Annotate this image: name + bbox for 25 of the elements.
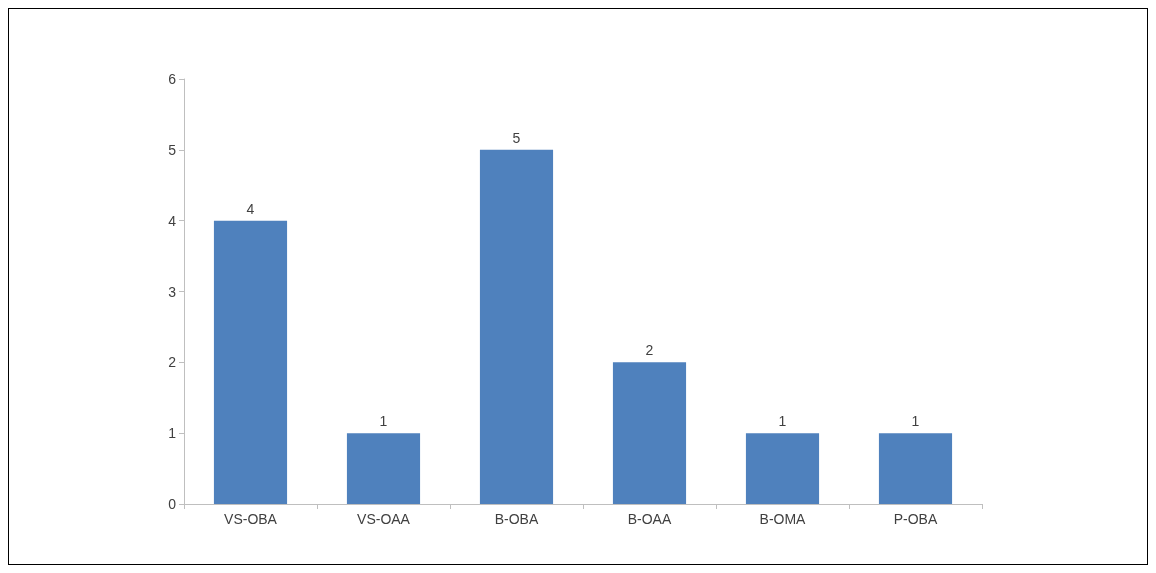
bar <box>479 149 554 504</box>
bar <box>745 433 820 504</box>
data-label: 1 <box>911 413 920 430</box>
bar <box>213 220 288 504</box>
y-tick-label: 6 <box>168 71 177 87</box>
bar <box>612 362 687 504</box>
y-tick-label: 3 <box>168 283 177 300</box>
data-label: 2 <box>645 342 654 359</box>
y-tick-label: 2 <box>168 354 177 371</box>
x-tick-label: P-OBA <box>893 511 938 527</box>
y-tick-label: 5 <box>168 141 177 158</box>
x-tick-label: B-OMA <box>759 511 807 527</box>
x-tick-label: B-OBA <box>494 511 539 527</box>
x-tick-label: B-OAA <box>627 511 672 527</box>
bar <box>346 433 421 504</box>
y-tick-label: 0 <box>168 496 177 512</box>
data-label: 1 <box>379 413 388 430</box>
bar <box>878 433 953 504</box>
data-label: 1 <box>778 413 787 430</box>
data-label: 4 <box>246 200 255 217</box>
x-tick-label: VS-OAA <box>357 511 411 527</box>
data-label: 5 <box>512 129 521 146</box>
y-tick-label: 4 <box>168 212 177 229</box>
y-tick-label: 1 <box>168 425 177 442</box>
x-tick-label: VS-OBA <box>224 511 278 527</box>
